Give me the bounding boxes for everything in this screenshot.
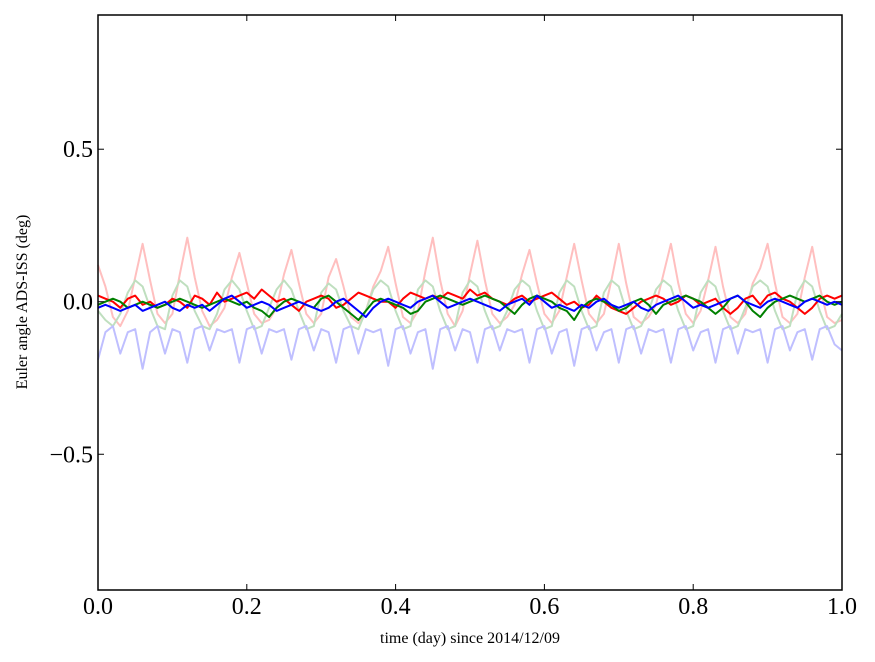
x-tick-label: 0.6: [529, 594, 559, 620]
x-tick-label: 1.0: [827, 594, 857, 620]
series-line-0: [97, 236, 843, 328]
tick-layer: 0.0 0.2 0.4 0.6 0.8 1.0 0.5 0.0 −0.5: [49, 15, 857, 620]
series-line-5: [97, 294, 843, 318]
x-tick-label: 0.2: [232, 594, 262, 620]
y-tick-label: 0.0: [63, 290, 93, 316]
y-axis-label: Euler angle ADS-ISS (deg): [14, 215, 31, 390]
y-tick-label: −0.5: [49, 442, 93, 468]
x-tick-label: 0.0: [83, 594, 113, 620]
x-axis-label: time (day) since 2014/12/09: [380, 630, 560, 647]
series-line-2: [97, 325, 843, 370]
y-tick-label: 0.5: [63, 137, 93, 163]
plot-frame: [97, 14, 843, 591]
series-layer: [97, 236, 843, 370]
x-tick-label: 0.4: [381, 594, 411, 620]
x-tick-label: 0.8: [678, 594, 708, 620]
